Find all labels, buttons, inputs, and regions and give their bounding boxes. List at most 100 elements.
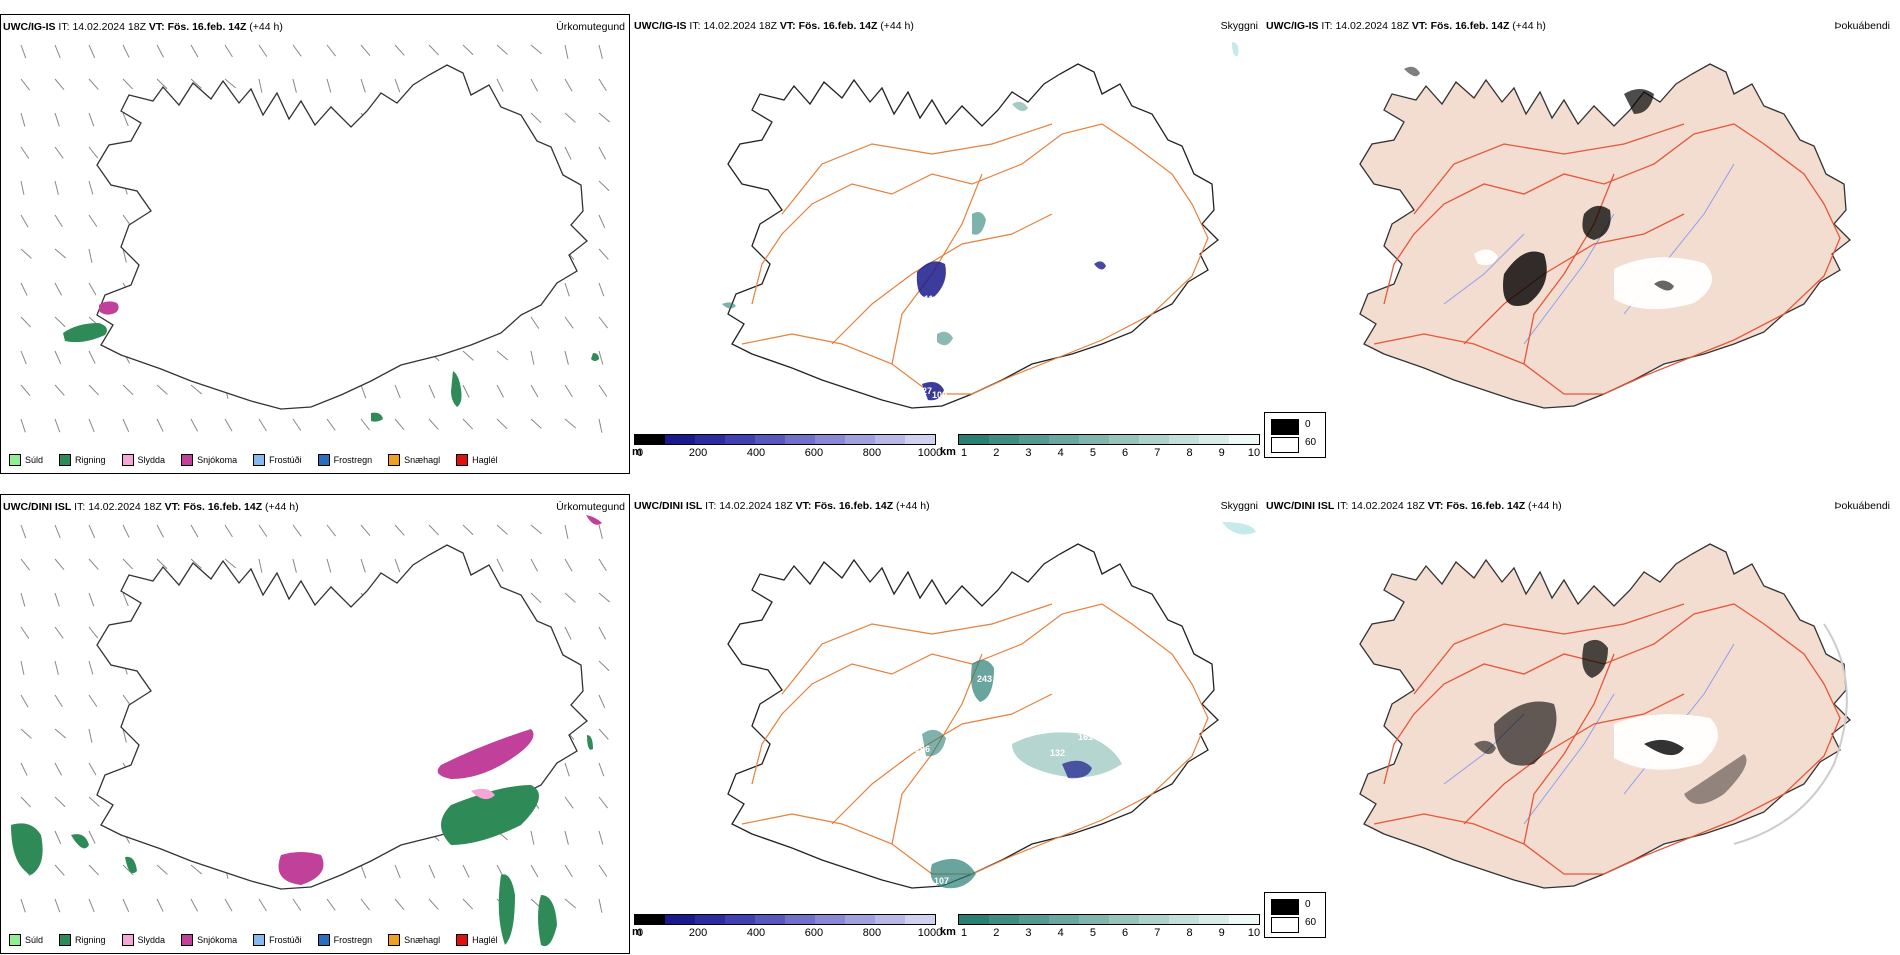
map-label: 13 (912, 872, 922, 882)
legend-swatch (317, 454, 330, 466)
panel-type-label: Skyggni (1220, 500, 1258, 512)
wind-barb (122, 592, 129, 607)
wind-barb (394, 524, 405, 536)
cloud-areas (922, 522, 1256, 889)
panel-precip-type-top: UWC/IG-IS IT: 14.02.2024 18Z VT: Fös. 16… (0, 14, 630, 474)
colorbar-tick: 7 (1154, 927, 1161, 939)
legend-item: Slydda (121, 454, 165, 466)
fog-legend: 0 60 (1264, 892, 1326, 938)
wind-barb (360, 418, 371, 431)
legend-item: Snæhagl (388, 934, 440, 946)
road (781, 123, 1053, 215)
road (831, 213, 1053, 345)
wind-barb (598, 864, 608, 877)
wind-barb (20, 762, 28, 776)
wind-barb (88, 180, 94, 195)
colorbar-tick: 800 (862, 447, 882, 459)
colorbar-tick: 1000 (917, 927, 943, 939)
colorbar-tick: 4 (1057, 447, 1064, 459)
legend-item: Súld (9, 934, 43, 946)
wind-barb (394, 384, 401, 399)
wind-barb (530, 384, 539, 398)
wind-barb (20, 112, 26, 127)
visibility-colorbar: 1 2 3 4 5 6 7 8 9 10 km (940, 914, 1260, 944)
wind-barb (190, 898, 199, 912)
road (1463, 213, 1685, 345)
colorbar-tick: 10 (1247, 447, 1261, 459)
river (1523, 213, 1615, 345)
road (1373, 603, 1841, 875)
wind-barb (598, 384, 608, 397)
colorbar-swatch (959, 435, 989, 444)
wind-barb (564, 78, 573, 92)
road-network (1373, 603, 1841, 875)
colorbar-tick: 2 (993, 447, 1000, 459)
wind-barb (224, 44, 233, 58)
wind-barb (54, 558, 65, 571)
wind-barb (20, 248, 32, 259)
wind-barb (122, 524, 130, 538)
wind-barb (20, 626, 30, 639)
wind-barb (564, 592, 576, 603)
wind-barb (20, 660, 25, 675)
legend-label: Frostregn (333, 935, 373, 945)
legend-swatch (121, 454, 134, 466)
wind-barb (394, 44, 405, 56)
panel-header: UWC/IG-IS IT: 14.02.2024 18Z VT: Fös. 16… (3, 21, 625, 33)
legend-item: Rigning (59, 454, 106, 466)
legend-item: Súld (9, 454, 43, 466)
legend-swatch (9, 934, 21, 946)
colorbar-swatch (1109, 435, 1139, 444)
colorbar-swatch (1139, 435, 1169, 444)
wind-barb (598, 282, 605, 297)
colorbar-swatch (785, 435, 815, 444)
colorbar-swatch (815, 435, 845, 444)
wind-barb (54, 864, 65, 876)
wind-barb (530, 592, 542, 604)
wind-barb (598, 350, 604, 365)
legend-item: Frostregn (317, 934, 373, 946)
wind-barb (54, 898, 61, 913)
legend-label: Súld (25, 935, 44, 945)
wind-barb (496, 78, 504, 92)
precip-areas (11, 515, 602, 947)
wind-barb (54, 524, 61, 539)
iceland-map: 114 135 127 109 18 10 (722, 42, 1239, 409)
wind-barb (20, 316, 32, 328)
map-label: 127 (917, 386, 932, 396)
wind-barb (428, 44, 440, 56)
wind-barb (462, 350, 474, 361)
precip-legend: Súld Rigning Slydda Snjókoma Frostúði Frostre… (5, 451, 625, 469)
legend-item: Frostúði (253, 454, 302, 466)
wind-barb (564, 524, 569, 539)
wind-barb (156, 864, 168, 875)
wind-barb (496, 418, 508, 430)
colorbar-swatch (755, 435, 785, 444)
wind-barb (88, 78, 99, 90)
colorbar-swatch (1169, 435, 1199, 444)
wind-barb (88, 830, 96, 844)
legend-swatch (253, 934, 266, 946)
iceland-map: 243 196 16 132 161 144 13 107 126 (727, 522, 1256, 889)
wind-barb (326, 558, 332, 573)
wind-barb (258, 558, 263, 573)
colorbar-swatch (989, 435, 1019, 444)
wind-barb (598, 78, 607, 92)
legend-swatch (181, 934, 194, 946)
wind-barb (360, 78, 366, 93)
wind-barb (258, 418, 267, 432)
wind-barb (598, 146, 607, 160)
wind-barb (564, 558, 573, 572)
legend-label: Rigning (75, 935, 106, 945)
iceland-coastline (1359, 63, 1851, 409)
wind-barb (598, 214, 606, 228)
colorbar-tick: 5 (1089, 927, 1096, 939)
panel-fog-top: UWC/IG-IS IT: 14.02.2024 18Z VT: Fös. 16… (1264, 14, 1894, 474)
panel-header: UWC/DINI ISL IT: 14.02.2024 18Z VT: Fös.… (3, 501, 625, 513)
wind-barb (292, 418, 302, 431)
wind-barb (20, 592, 26, 607)
wind-barb (428, 418, 439, 430)
wind-barb (54, 796, 66, 808)
road (781, 603, 1053, 695)
legend-swatch (253, 454, 266, 466)
